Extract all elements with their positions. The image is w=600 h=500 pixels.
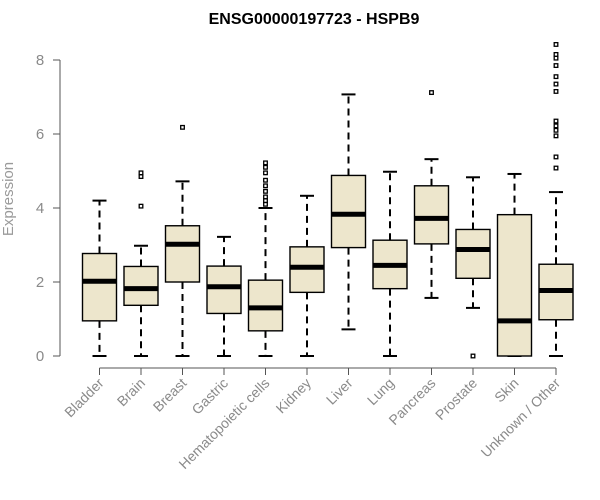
outlier-point-6 (553, 89, 559, 94)
box-series (81, 42, 574, 359)
y-axis-label: Expression (0, 162, 17, 236)
box-group-11 (538, 42, 574, 357)
box-group-1 (123, 170, 159, 357)
outlier-point-9 (553, 63, 559, 68)
outlier-point-7 (553, 81, 559, 87)
x-tick-label-2: Breast (150, 375, 190, 415)
box-group-5 (289, 194, 325, 357)
outlier-point-4 (263, 183, 268, 189)
x-tick-label-11: Unknown / Other (478, 375, 564, 461)
box-group-0 (81, 199, 118, 357)
outlier-point-0 (180, 124, 185, 130)
box-9 (455, 228, 491, 280)
outlier-point-0 (429, 90, 434, 96)
box-0 (81, 252, 118, 322)
box-group-6 (330, 93, 367, 331)
outlier-point-0 (138, 203, 144, 209)
outlier-point-8 (263, 160, 268, 166)
outlier-point-6 (263, 170, 268, 176)
outlier-point-8 (553, 74, 559, 80)
x-tick-label-1: Brain (114, 375, 148, 409)
chart-title: ENSG00000197723 - HSPB9 (209, 11, 420, 28)
box-group-9 (455, 176, 491, 359)
y-tick-label-0: 0 (36, 348, 44, 365)
box-group-8 (413, 90, 450, 299)
y-tick-label-1: 2 (36, 274, 44, 291)
outlier-point-2 (553, 133, 559, 139)
outlier-point-1 (553, 154, 559, 160)
x-tick-label-7: Lung (364, 375, 397, 408)
box-group-10 (496, 172, 533, 357)
outlier-point-0 (470, 353, 476, 359)
y-tick-label-4: 8 (36, 52, 44, 69)
outlier-point-3 (263, 188, 268, 194)
outlier-point-0 (553, 165, 559, 171)
outlier-point-2 (138, 170, 144, 176)
box-group-4 (247, 160, 284, 357)
x-tick-label-5: Kidney (273, 375, 315, 417)
outlier-point-4 (553, 123, 559, 129)
box-2 (164, 225, 201, 283)
box-8 (413, 185, 450, 245)
x-tick-label-0: Bladder (61, 375, 107, 421)
box-3 (206, 265, 242, 315)
y-tick-label-3: 6 (36, 126, 44, 143)
box-6 (330, 174, 367, 249)
outlier-point-5 (263, 177, 268, 183)
box-group-2 (164, 124, 201, 357)
y-tick-label-2: 4 (36, 200, 44, 217)
outlier-point-7 (263, 164, 268, 170)
x-tick-label-9: Prostate (432, 375, 480, 423)
outlier-point-3 (553, 127, 559, 133)
outlier-point-2 (263, 194, 268, 200)
x-tick-label-10: Skin (491, 375, 522, 406)
y-axis: 0 2 4 6 8 (36, 52, 61, 365)
box-group-7 (372, 170, 408, 357)
box-group-3 (206, 235, 242, 357)
outlier-point-5 (553, 118, 559, 124)
box-10 (496, 213, 533, 357)
outlier-point-12 (553, 42, 559, 47)
box-1 (123, 265, 159, 307)
outlier-point-11 (553, 52, 559, 57)
x-tick-label-6: Liver (323, 375, 356, 408)
